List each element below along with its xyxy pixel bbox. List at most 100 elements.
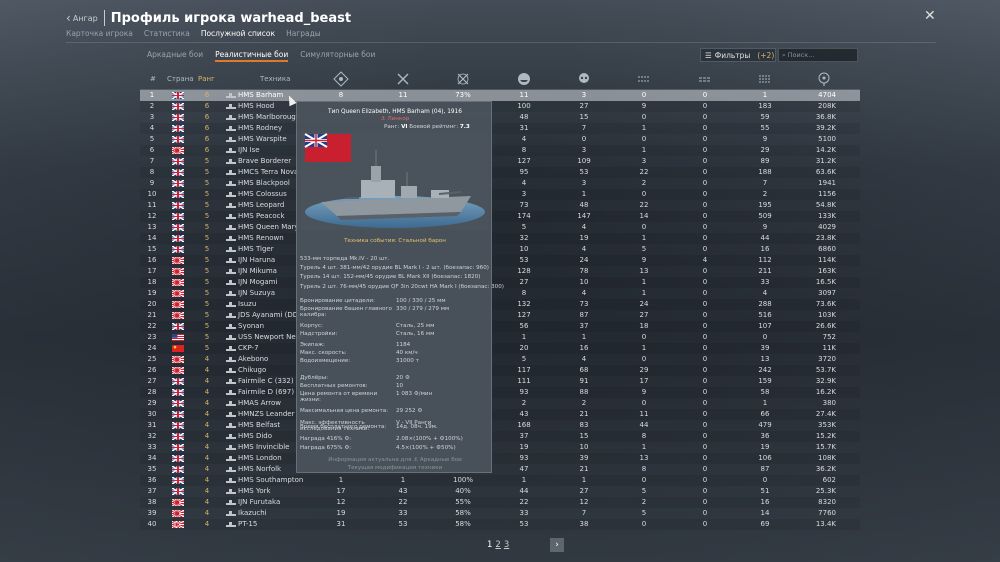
- row-vehicle-name: IJN Mogami: [238, 278, 278, 286]
- table-row[interactable]: 25 4 Akebono 5 4 0 0 13 3720: [140, 354, 860, 365]
- row-stat: 19: [336, 509, 346, 517]
- battles-icon[interactable]: [333, 71, 349, 87]
- row-rank: 5: [204, 157, 210, 165]
- table-row[interactable]: 3 6 HMS Marlborough 48 15 0 0 59 36.8K: [140, 112, 860, 123]
- page-2[interactable]: 2: [495, 540, 501, 550]
- tab-simulator[interactable]: Симуляторные бои: [300, 50, 376, 59]
- table-row[interactable]: 10 5 HMS Colossus 3 1 0 0 2 1156: [140, 189, 860, 200]
- tab-awards[interactable]: Награды: [286, 29, 321, 38]
- ship-icon: [226, 368, 236, 373]
- table-row[interactable]: 32 4 HMS Dido 37 15 8 0 36 15.2K: [140, 431, 860, 442]
- table-row[interactable]: 16 5 IJN Haruna 53 24 9 4 112 114K: [140, 255, 860, 266]
- table-row[interactable]: 26 4 Chikugo 117 68 29 0 242 53.7K: [140, 365, 860, 376]
- table-row[interactable]: 35 4 HMS Norfolk 47 21 8 0 87 36.2K: [140, 464, 860, 475]
- table-row[interactable]: 24 5 CKP-7 20 16 1 0 39 11K: [140, 343, 860, 354]
- tooltip-title: Тип Queen Elizabeth, HMS Barham (04), 19…: [328, 109, 462, 115]
- page-1[interactable]: 1: [487, 540, 493, 550]
- tab-arcade[interactable]: Аркадные бои: [147, 50, 204, 59]
- country-flag-icon: [172, 521, 184, 528]
- filters-button[interactable]: ☰ Фильтры (+2): [700, 48, 776, 62]
- table-row[interactable]: 21 5 JDS Ayanami (DD- 127 87 27 0 516 103K: [140, 310, 860, 321]
- table-row[interactable]: 23 5 USS Newport New 1 1 0 0 0 752: [140, 332, 860, 343]
- col-rank[interactable]: Ранг: [198, 75, 215, 83]
- table-row[interactable]: 20 5 Isuzu 132 73 24 0 288 73.6K: [140, 299, 860, 310]
- table-row[interactable]: 13 5 HMS Queen Mary 5 4 0 0 9 4029: [140, 222, 860, 233]
- table-row[interactable]: 14 5 HMS Renown 32 19 1 0 44 23.8K: [140, 233, 860, 244]
- row-stat: 2: [581, 399, 587, 407]
- table-row[interactable]: 28 4 Fairmile D (697) 93 88 9 0 58 16.2K: [140, 387, 860, 398]
- search-input[interactable]: [787, 51, 854, 59]
- table-row[interactable]: 2 6 HMS Hood 100 27 9 0 183 208K: [140, 101, 860, 112]
- table-row[interactable]: 11 5 HMS Leopard 73 48 22 0 195 54.8K: [140, 200, 860, 211]
- tab-player-card[interactable]: Карточка игрока: [66, 29, 133, 38]
- ground-destroyed-icon[interactable]: [697, 71, 713, 87]
- tooltip-stat-row: Дублёры: 20 ⚙: [300, 375, 410, 381]
- table-row[interactable]: 12 5 HMS Peacock 174 147 14 0 509 133K: [140, 211, 860, 222]
- page-title: Профиль игрока warhead_beast: [110, 10, 352, 26]
- table-row[interactable]: 37 4 HMS York 17 43 40% 44 27 5 0 51 25.3K: [140, 486, 860, 497]
- table-row[interactable]: 1 6 HMS Barham 8 11 73% 11 3 0 0 1 4704: [140, 90, 860, 101]
- table-row[interactable]: 27 4 Fairmile C (332) 111 91 17 0 159 32.9K: [140, 376, 860, 387]
- score-icon[interactable]: [816, 71, 832, 87]
- row-number: 28: [147, 388, 157, 396]
- stat-value: 40 км/ч: [396, 350, 418, 357]
- victories-icon[interactable]: [395, 71, 411, 87]
- row-stat: 211: [758, 267, 772, 275]
- country-flag-icon: [172, 367, 184, 374]
- table-row[interactable]: 8 5 HMCS Terra Nova 95 53 22 0 188 63.6K: [140, 167, 860, 178]
- table-row[interactable]: 15 5 HMS Tiger 10 4 5 0 16 6860: [140, 244, 860, 255]
- table-row[interactable]: 17 5 IJN Mikuma 128 78 13 0 211 163K: [140, 266, 860, 277]
- table-row[interactable]: 40 4 PT-15 31 53 58% 53 38 0 0 69 13.4K: [140, 519, 860, 530]
- country-flag-icon: [172, 345, 184, 352]
- table-row[interactable]: 38 4 IJN Furutaka 12 22 55% 22 12 2 0 16 8320: [140, 497, 860, 508]
- row-stat: 91: [579, 377, 589, 385]
- row-number: 26: [147, 366, 157, 374]
- row-number: 9: [149, 179, 155, 187]
- table-row[interactable]: 33 4 HMS Invincible 19 10 1 0 19 15.7K: [140, 442, 860, 453]
- table-row[interactable]: 7 5 Brave Borderer 127 109 3 0 89 31.2K: [140, 156, 860, 167]
- back-button[interactable]: ‹ Ангар: [66, 11, 98, 25]
- stat-label: Награда 675% ⚙:: [300, 444, 352, 451]
- deaths-icon[interactable]: [576, 71, 592, 87]
- ship-icon: [226, 159, 236, 164]
- row-stat: 109: [577, 157, 591, 165]
- tab-service-record[interactable]: Послужной список: [200, 29, 276, 38]
- table-row[interactable]: 6 6 IJN Ise 8 3 1 0 29 14.2K: [140, 145, 860, 156]
- table-row[interactable]: 36 4 HMS Southampton 1 1 100% 1 1 0 0 0 602: [140, 475, 860, 486]
- table-row[interactable]: 29 4 HMAS Arrow 2 2 0 0 1 380: [140, 398, 860, 409]
- tooltip-stat-row: Надстройки: Сталь, 16 мм: [300, 331, 434, 337]
- col-num[interactable]: #: [150, 75, 156, 83]
- row-stat: 5: [641, 487, 647, 495]
- naval-destroyed-icon[interactable]: [757, 71, 773, 87]
- col-country[interactable]: Страна: [167, 75, 194, 83]
- tab-statistics[interactable]: Статистика: [143, 29, 190, 38]
- tooltip-stat-row: Водоизмещение: 31000 т: [300, 358, 419, 364]
- row-stat: 1: [641, 146, 647, 154]
- table-row[interactable]: 18 5 IJN Mogami 27 10 1 0 33 16.5K: [140, 277, 860, 288]
- col-vehicle[interactable]: Техника: [260, 75, 291, 83]
- next-page-button[interactable]: ›: [550, 538, 564, 552]
- row-vehicle-name: IJN Ise: [238, 146, 260, 154]
- tab-realistic[interactable]: Реалистичные бои: [215, 50, 289, 62]
- row-stat: 11: [639, 410, 649, 418]
- table-row[interactable]: 4 6 HMS Rodney 31 7 1 0 55 39.2K: [140, 123, 860, 134]
- win-rate-icon[interactable]: [455, 71, 471, 87]
- row-stat: 174: [517, 212, 531, 220]
- row-number: 2: [149, 102, 155, 110]
- table-row[interactable]: 34 4 HMS London 93 39 13 0 106 108K: [140, 453, 860, 464]
- table-row[interactable]: 30 4 HMNZS Leander 43 21 11 0 66 27.4K: [140, 409, 860, 420]
- table-row[interactable]: 22 5 Syonan 56 37 18 0 107 26.6K: [140, 321, 860, 332]
- page-3[interactable]: 3: [503, 540, 510, 550]
- table-row[interactable]: 5 6 HMS Warspite 4 0 0 0 9 5100: [140, 134, 860, 145]
- aircraft-destroyed-icon[interactable]: [636, 71, 652, 87]
- ship-icon: [226, 434, 236, 439]
- row-stat: 3: [581, 91, 587, 99]
- close-icon[interactable]: ✕: [924, 8, 936, 24]
- table-row[interactable]: 9 5 HMS Blackpool 4 3 2 0 7 1941: [140, 178, 860, 189]
- table-row[interactable]: 19 5 IJN Suzuya 8 4 1 0 4 3097: [140, 288, 860, 299]
- ships-destroyed-icon[interactable]: [516, 71, 532, 87]
- row-stat: 112: [758, 256, 772, 264]
- table-row[interactable]: 31 4 HMS Belfast 168 83 44 0 479 353K: [140, 420, 860, 431]
- table-row[interactable]: 39 4 Ikazuchi 19 33 58% 33 7 5 0 14 7760: [140, 508, 860, 519]
- row-stat: 3: [641, 157, 647, 165]
